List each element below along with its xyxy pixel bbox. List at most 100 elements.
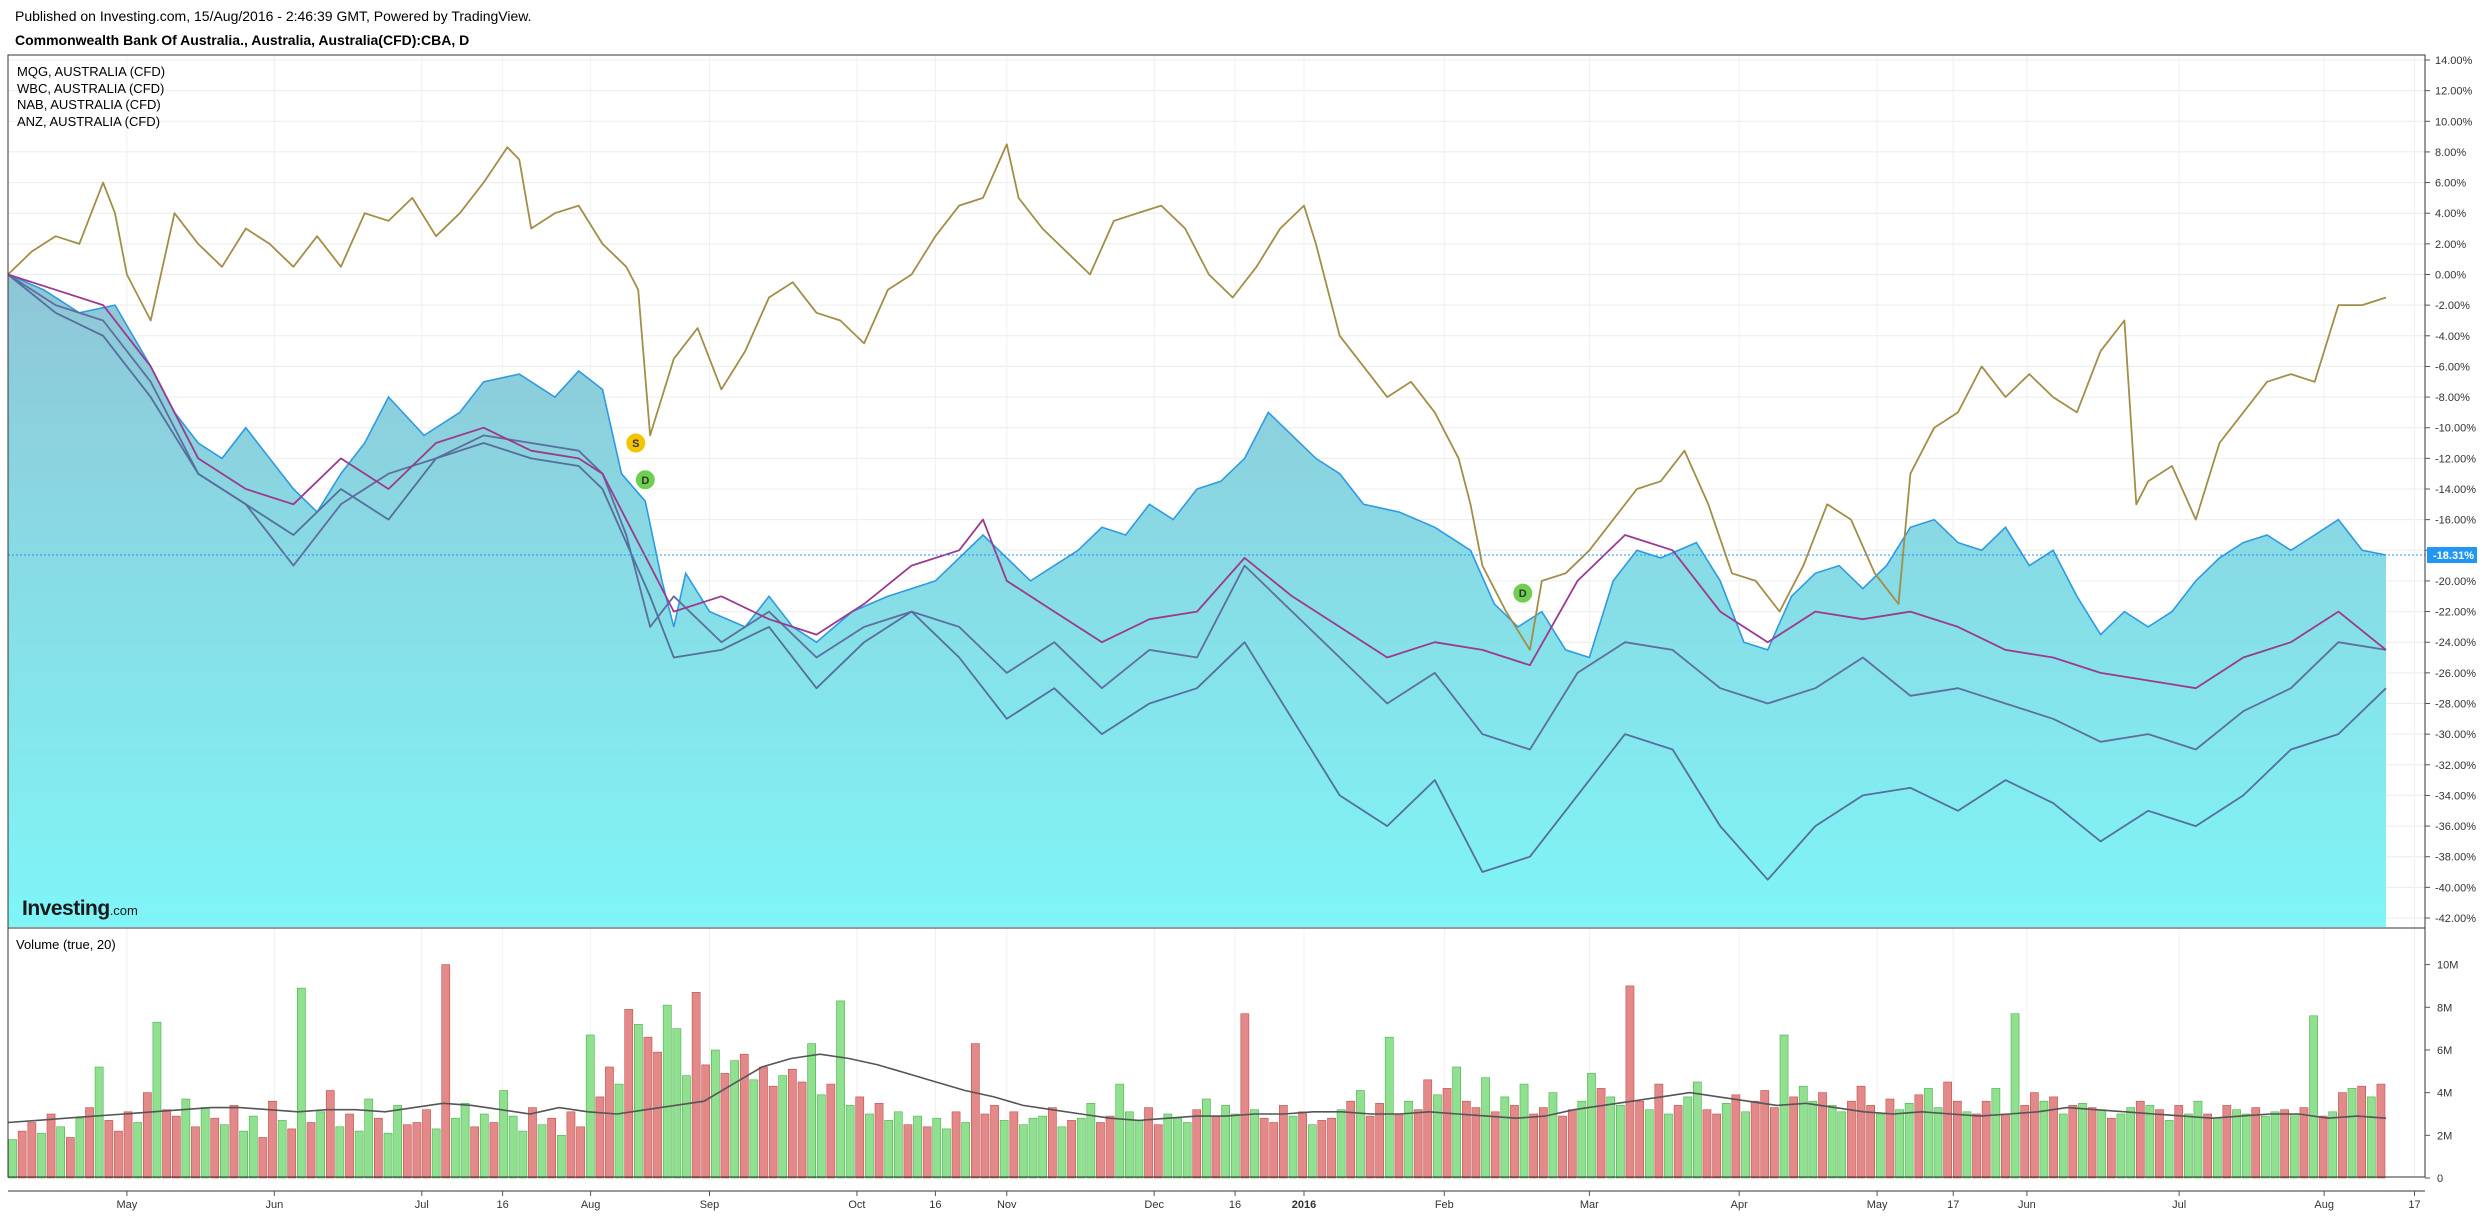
volume-bar	[229, 1105, 239, 1179]
volume-bar	[1741, 1111, 1750, 1179]
volume-bar	[373, 1117, 383, 1179]
volume-bar	[1548, 1092, 1558, 1179]
volume-bar	[181, 1098, 191, 1179]
volume-bar	[1577, 1100, 1587, 1179]
volume-bar	[1808, 1100, 1818, 1179]
volume-bar	[528, 1107, 537, 1179]
volume-bar	[865, 1113, 874, 1179]
legend-item-wbc[interactable]: WBC, AUSTRALIA (CFD)	[17, 80, 165, 96]
series-line-nab	[7, 273, 2387, 881]
volume-bar	[2251, 1107, 2261, 1179]
volume-bar	[2039, 1100, 2049, 1179]
volume-bar	[479, 1113, 489, 1179]
y-tick-label: -42.00%	[2435, 913, 2476, 925]
volume-bar	[787, 1068, 797, 1179]
volume-bar	[2107, 1117, 2116, 1179]
volume-bar	[1654, 1083, 1664, 1179]
volume-bar	[1028, 1117, 1038, 1179]
volume-bar	[1096, 1122, 1105, 1179]
volume-bar	[171, 1115, 181, 1179]
vol-tick-label: 0	[2437, 1173, 2443, 1185]
volume-bar	[1972, 1113, 1981, 1179]
volume-bar	[1702, 1109, 1712, 1179]
volume-bar	[1847, 1100, 1856, 1179]
volume-bar	[383, 1132, 393, 1179]
volume-bar	[2030, 1092, 2039, 1179]
volume-bar	[1616, 1105, 1625, 1179]
vol-tick-label: 2M	[2437, 1130, 2452, 1142]
volume-bar	[66, 1137, 75, 1179]
volume-bar	[277, 1120, 287, 1179]
volume-bar	[1760, 1090, 1770, 1179]
volume-bar	[1875, 1113, 1885, 1179]
y-tick-label: -16.00%	[2435, 515, 2476, 527]
volume-bar	[2155, 1109, 2164, 1179]
volume-bar	[643, 1036, 653, 1179]
volume-axis[interactable]: 10M 8M 6M 4M 2M 0	[2425, 960, 2458, 1185]
event-marker[interactable]	[1512, 582, 1534, 604]
event-marker-label: S	[632, 438, 639, 450]
volume-bar	[1779, 1034, 1789, 1179]
volume-bar	[1914, 1094, 1924, 1179]
volume-bar	[258, 1137, 268, 1179]
event-markers[interactable]: S D D	[625, 432, 1534, 604]
volume-bar	[220, 1124, 229, 1179]
price-axis[interactable]: 14.00% 12.00% 10.00% 8.00% 6.00% 4.00% 2.00% 0.…	[2425, 55, 2477, 925]
y-tick-label: -36.00%	[2435, 821, 2476, 833]
volume-bar	[306, 1122, 316, 1179]
volume-bar	[37, 1132, 46, 1179]
y-tick-label: -4.00%	[2435, 331, 2470, 343]
volume-bar	[2270, 1111, 2280, 1179]
volume-bar	[422, 1109, 431, 1179]
y-tick-label: -26.00%	[2435, 668, 2476, 680]
volume-bar	[932, 1117, 942, 1179]
volume-bar	[1192, 1109, 1202, 1179]
volume-bar	[2328, 1111, 2338, 1179]
volume-bar	[143, 1092, 152, 1179]
volume-bar	[1558, 1115, 1567, 1179]
series-area-cba	[8, 274, 2386, 927]
series-line-cba	[7, 273, 2387, 659]
volume-bar	[1673, 1105, 1683, 1179]
last-value-badge[interactable]	[2427, 547, 2477, 564]
volume-bar	[1356, 1090, 1365, 1179]
volume-bar	[884, 1120, 893, 1179]
volume-bar	[2309, 1015, 2318, 1179]
volume-bar	[1346, 1100, 1356, 1179]
volume-bar	[1827, 1105, 1837, 1179]
volume-bar	[2116, 1113, 2126, 1179]
y-tick-label: -30.00%	[2435, 729, 2476, 741]
volume-bar	[1943, 1081, 1952, 1179]
volume-bar	[1250, 1109, 1259, 1179]
volume-bar	[2126, 1107, 2136, 1179]
volume-bar	[2001, 1113, 2010, 1179]
volume-bar	[2318, 1115, 2328, 1179]
volume-bar	[691, 991, 701, 1179]
legend-item-anz[interactable]: ANZ, AUSTRALIA (CFD)	[17, 113, 161, 129]
x-tick-label: Jul	[2172, 1199, 2186, 1211]
volume-bar	[614, 1083, 624, 1179]
volume-bar	[739, 1053, 749, 1179]
y-tick-label: -12.00%	[2435, 453, 2476, 465]
event-marker[interactable]	[634, 469, 656, 491]
y-tick-label: -8.00%	[2435, 392, 2470, 404]
volume-bar	[961, 1122, 970, 1179]
time-axis[interactable]: May Jun Jul 16 Aug Sep Oct 16 Nov Dec 16 2016 Feb Mar…	[117, 1191, 2421, 1211]
volume-bar	[2097, 1109, 2107, 1179]
volume-bar	[845, 1105, 855, 1179]
volume-bar	[624, 1009, 634, 1179]
event-marker[interactable]	[625, 432, 647, 454]
volume-bar	[566, 1111, 576, 1179]
legend-item-nab[interactable]: NAB, AUSTRALIA (CFD)	[17, 97, 161, 112]
volume-bar	[1433, 1094, 1442, 1179]
legend-item-mqg[interactable]: MQG, AUSTRALIA (CFD)	[17, 64, 166, 79]
volume-ma-line	[7, 1053, 2387, 1124]
volume-bar	[1230, 1113, 1240, 1179]
volume-bar	[1885, 1098, 1895, 1179]
volume-bar	[1962, 1111, 1972, 1179]
volume-bar	[114, 1130, 123, 1179]
volume-bar	[1019, 1124, 1028, 1179]
volume-label[interactable]: Volume (true, 20)	[16, 937, 116, 952]
volume-bar	[1837, 1111, 1847, 1179]
